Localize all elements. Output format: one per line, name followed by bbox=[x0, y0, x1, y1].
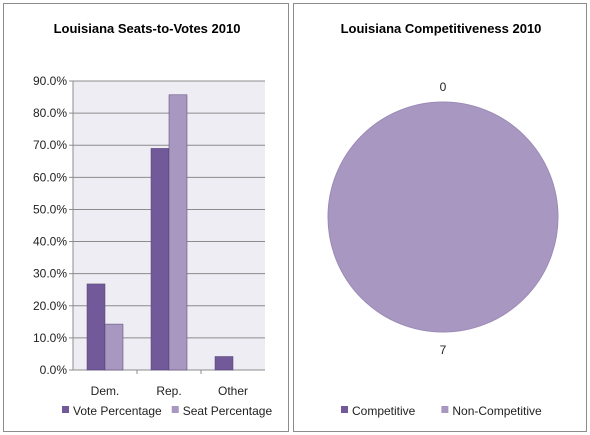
legend-swatch bbox=[62, 406, 69, 413]
pie-slice-non-competitive bbox=[327, 101, 559, 333]
legend-label: Competitive bbox=[352, 404, 416, 418]
y-tick-label: 0.0% bbox=[40, 363, 68, 377]
bar-seat-percentage bbox=[104, 323, 124, 371]
y-tick-label: 40.0% bbox=[33, 235, 67, 249]
legend-label: Seat Percentage bbox=[183, 404, 273, 418]
y-tick-label: 80.0% bbox=[33, 106, 67, 120]
pie-chart-panel: Louisiana Competitiveness 2010 0 7 Competi… bbox=[293, 3, 587, 432]
legend-label: Non-Competitive bbox=[452, 404, 542, 418]
legend-swatch bbox=[441, 406, 449, 413]
y-tick-label: 90.0% bbox=[33, 74, 67, 88]
pie-chart-svg: Louisiana Competitiveness 2010 0 7 Competi… bbox=[327, 21, 559, 418]
pie-data-label: 0 bbox=[440, 80, 447, 94]
x-tick-label: Other bbox=[218, 384, 248, 398]
bar-chart-panel: Louisiana Seats-to-Votes 2010 0.0% 10.0% 2… bbox=[3, 3, 289, 432]
bar-vote-percentage bbox=[86, 283, 106, 371]
bar-vote-percentage bbox=[214, 356, 234, 371]
y-tick-label: 50.0% bbox=[33, 202, 67, 216]
legend-swatch bbox=[171, 406, 179, 413]
x-tick-label: Dem. bbox=[91, 384, 120, 398]
bar-vote-percentage bbox=[150, 148, 170, 371]
bar-chart-svg: Louisiana Seats-to-Votes 2010 0.0% 10.0% 2… bbox=[33, 21, 273, 418]
y-tick-label: 20.0% bbox=[33, 299, 67, 313]
y-tick-label: 60.0% bbox=[33, 170, 67, 184]
bar-chart-title: Louisiana Seats-to-Votes 2010 bbox=[54, 21, 241, 36]
y-tick-label: 10.0% bbox=[33, 331, 67, 345]
y-tick-label: 30.0% bbox=[33, 267, 67, 281]
x-tick-label: Rep. bbox=[156, 384, 181, 398]
legend-label: Vote Percentage bbox=[73, 404, 162, 418]
legend-swatch bbox=[341, 406, 348, 413]
y-tick-label: 70.0% bbox=[33, 138, 67, 152]
bar-seat-percentage bbox=[168, 94, 188, 371]
pie-chart-title: Louisiana Competitiveness 2010 bbox=[341, 21, 542, 36]
pie-data-label: 7 bbox=[440, 343, 447, 357]
